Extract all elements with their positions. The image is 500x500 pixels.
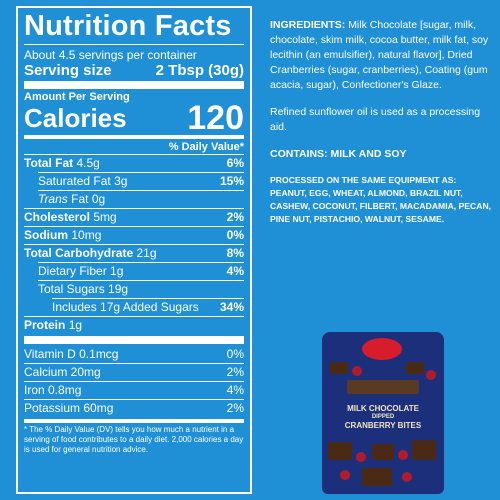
nutrient-amount: 21g [136, 246, 157, 260]
divider [24, 135, 244, 139]
nutrient-dv: 2% [226, 210, 244, 224]
chocolate-piece-icon [362, 468, 392, 486]
chocolate-piece-icon [372, 444, 394, 460]
allergen-contains: CONTAINS: MILK AND SOY [270, 148, 407, 160]
allergen-processed: PROCESSED ON THE SAME EQUIPMENT AS: PEAN… [270, 175, 492, 224]
nutrient-label: Total Carbohydrate [24, 246, 134, 260]
vitamin-dv: 2% [226, 365, 244, 379]
ingredients-text: Milk Chocolate [sugar, milk, chocolate, … [270, 19, 489, 91]
nutrient-row-protein: Protein 1g [24, 316, 244, 334]
brand-logo-icon [362, 338, 402, 360]
nutrient-dv: 34% [219, 300, 244, 314]
processing-aid-note: Refined sunflower oil is used as a proce… [270, 106, 481, 133]
ingredients-label: INGREDIENTS: [270, 19, 346, 31]
vitamin-label: Potassium 60mg [24, 401, 114, 415]
ingredients-column: INGREDIENTS: Milk Chocolate [sugar, milk… [270, 18, 492, 226]
nutrient-label: Total Sugars [38, 282, 105, 296]
nutrient-row-total-sugars: Total Sugars 19g [38, 280, 244, 298]
nutrient-label: Saturated Fat [38, 174, 111, 188]
nutrient-label: Protein [24, 318, 66, 332]
nutrient-row-total-fat: Total Fat 4.5g 6% [24, 154, 244, 172]
nutrient-label: Includes 17g Added Sugars [52, 300, 199, 314]
divider [24, 419, 244, 423]
nutrient-amount: 19g [108, 282, 129, 296]
cranberry-icon [398, 450, 408, 460]
chocolate-piece-icon [328, 442, 352, 460]
divider [24, 44, 244, 45]
nutrient-label: Sodium [24, 228, 68, 242]
vitamin-row-vitamin-d: Vitamin D 0.1mcg 0% [24, 346, 244, 363]
nutrient-dv: 6% [226, 156, 244, 170]
nutrient-row-cholesterol: Cholesterol 5mg 2% [24, 208, 244, 226]
ingredients-paragraph: INGREDIENTS: Milk Chocolate [sugar, milk… [270, 18, 492, 93]
nutrient-amount: 1g [110, 264, 124, 278]
vitamin-label: Calcium 20mg [24, 365, 101, 379]
vitamin-dv: 2% [226, 401, 244, 415]
nutrient-dv: 15% [219, 174, 244, 188]
nutrient-row-sodium: Sodium 10mg 0% [24, 226, 244, 244]
nutrient-label: Dietary Fiber [38, 264, 107, 278]
serving-size-value: 2 Tbsp (30g) [155, 62, 244, 79]
nutrient-row-saturated-fat: Saturated Fat 3g 15% [38, 172, 244, 190]
amount-per-serving: Amount Per Serving [24, 91, 130, 103]
serving-size-row: Serving size 2 Tbsp (30g) [24, 62, 244, 79]
nutrient-row-trans-fat: Trans Fat 0g [38, 190, 244, 208]
chocolate-piece-icon [406, 362, 424, 374]
vitamin-row-iron: Iron 0.8mg 4% [24, 381, 244, 399]
vitamin-label: Vitamin D 0.1mcg [24, 347, 119, 361]
serving-size-label: Serving size [24, 62, 112, 79]
nutrient-amount: 3g [114, 174, 128, 188]
cranberry-icon [402, 472, 412, 482]
cranberry-icon [426, 370, 436, 380]
vitamin-label: Iron 0.8mg [24, 383, 82, 397]
divider [24, 81, 244, 89]
nutrient-label: Total Fat [24, 156, 74, 170]
vitamin-row-potassium: Potassium 60mg 2% [24, 399, 244, 417]
product-name-line: CRANBERRY BITES [344, 421, 422, 430]
nutrient-dv: 4% [226, 264, 244, 278]
nutrition-title: Nutrition Facts [24, 10, 232, 42]
calories-label: Calories [24, 103, 127, 133]
product-name: MILK CHOCOLATE DIPPED CRANBERRY BITES [336, 404, 430, 431]
product-name-line: MILK CHOCOLATE [347, 404, 419, 413]
vitamin-dv: 0% [226, 347, 244, 361]
calories-value: 120 [187, 99, 244, 137]
cranberry-icon [340, 470, 350, 480]
nutrient-row-total-carbohydrate: Total Carbohydrate 21g 8% [24, 244, 244, 262]
nutrient-amount: 4.5g [76, 156, 100, 170]
nutrient-label: Cholesterol [24, 210, 91, 224]
nutrient-amount: 5mg [93, 210, 117, 224]
nutrient-amount: Fat 0g [71, 192, 106, 206]
vitamin-dv: 4% [226, 383, 244, 397]
daily-value-header: % Daily Value* [168, 141, 244, 153]
nutrition-facts-panel: Nutrition Facts About 4.5 servings per c… [16, 6, 252, 494]
chocolate-piece-icon [330, 362, 348, 374]
daily-value-footnote: * The % Daily Value (DV) tells you how m… [24, 425, 244, 454]
nutrient-dv: 8% [226, 246, 244, 260]
divider [24, 336, 244, 344]
cranberry-icon [356, 452, 366, 462]
vitamin-row-calcium: Calcium 20mg 2% [24, 363, 244, 381]
calories-row: Calories 120 [24, 99, 244, 137]
nutrient-amount: 1g [68, 318, 83, 332]
product-name-line: DIPPED [371, 414, 395, 420]
product-package-image: MILK CHOCOLATE DIPPED CRANBERRY BITES [322, 332, 444, 494]
cranberry-icon [352, 366, 362, 376]
chocolate-piece-icon [412, 440, 436, 460]
servings-per-container: About 4.5 servings per container [24, 48, 197, 62]
nutrient-row-added-sugars: Includes 17g Added Sugars 34% [52, 298, 244, 316]
nutrient-dv: 0% [226, 228, 244, 242]
nutrient-amount: 10mg [71, 228, 102, 242]
nutrient-row-dietary-fiber: Dietary Fiber 1g 4% [38, 262, 244, 280]
nutrient-label: Trans [38, 192, 68, 206]
brand-logo-icon [347, 380, 419, 394]
